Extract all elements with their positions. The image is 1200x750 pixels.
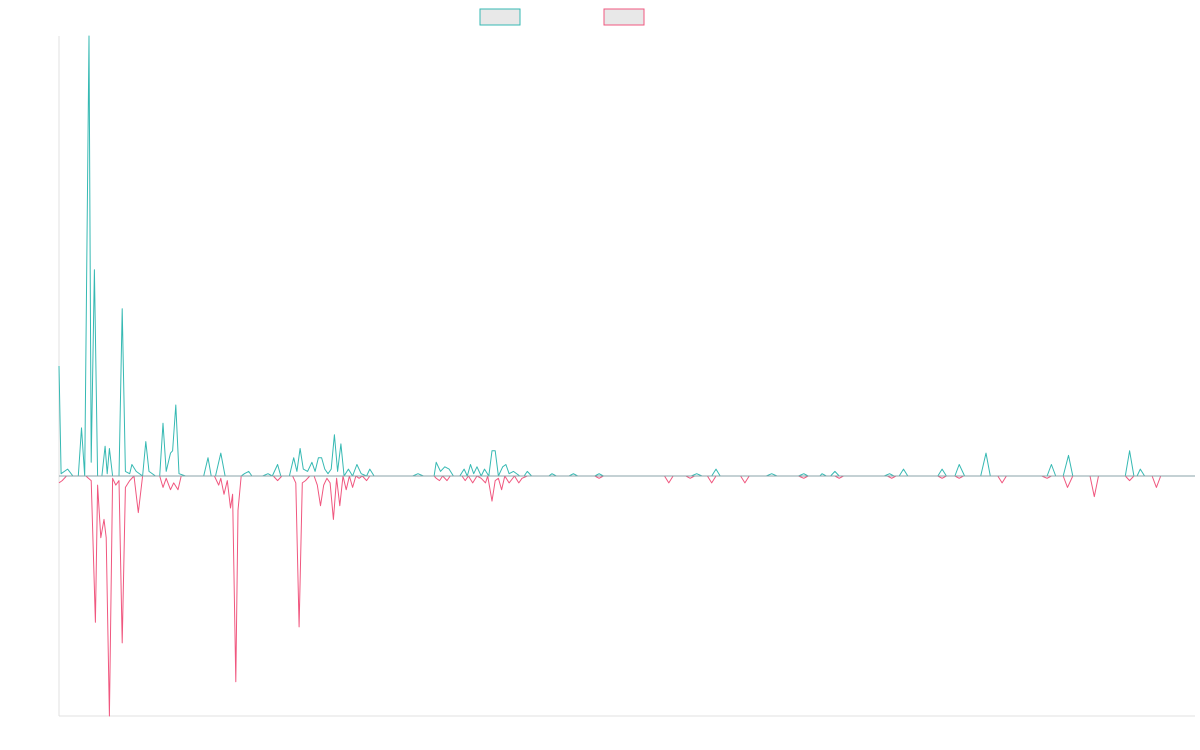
- legend[interactable]: [479, 8, 645, 26]
- plot-area: [58, 35, 1195, 717]
- legend-swatch-1[interactable]: [479, 8, 521, 26]
- legend-swatch-2[interactable]: [603, 8, 645, 26]
- axes: [58, 36, 1195, 717]
- series-line-2: [58, 475, 1195, 717]
- series-line-1: [58, 35, 1195, 477]
